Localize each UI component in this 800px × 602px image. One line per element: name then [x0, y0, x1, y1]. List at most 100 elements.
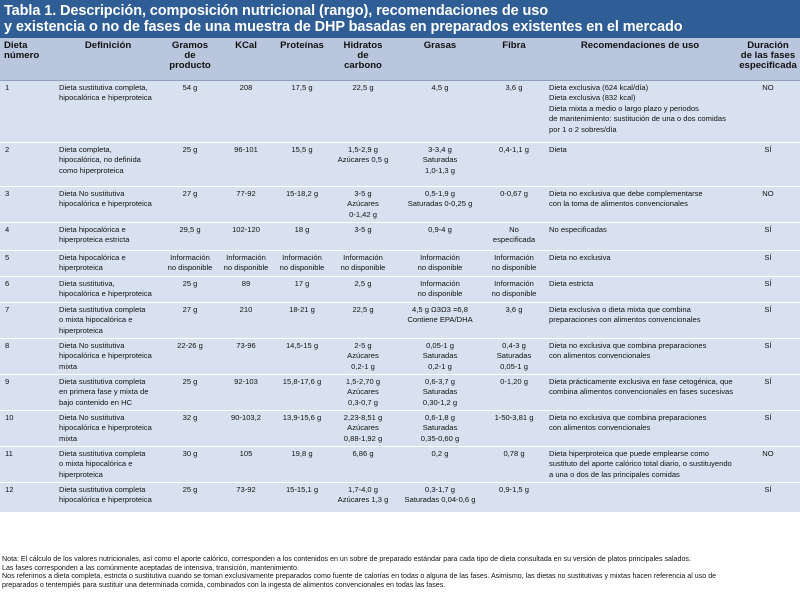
cell-dieta-numero: 8: [0, 337, 54, 374]
cell-hidratos: 22,5 g: [330, 79, 396, 142]
table-row: 8 Dieta No sustitutiva hipocalórica e hip…: [0, 337, 800, 374]
cell-grasas: 0,3-1,7 g Saturadas 0,04-0,6 g: [396, 481, 484, 512]
cell-kcal: 90-103,2: [218, 409, 274, 446]
col-header-fibra: Fibra: [484, 38, 544, 81]
cell-definicion: Dieta sustitutiva completa o mixta hipoc…: [54, 445, 162, 482]
cell-dieta-numero: 12: [0, 481, 54, 512]
cell-recomendaciones: [544, 481, 736, 512]
cell-gramos: 54 g: [162, 79, 218, 142]
cell-fibra: Información no disponible: [484, 275, 544, 302]
cell-dieta-numero: 6: [0, 275, 54, 302]
nutrition-table: Dieta número Definición Gramos de produc…: [0, 38, 800, 512]
cell-recomendaciones: Dieta no exclusiva que combina preparaci…: [544, 409, 736, 446]
cell-kcal: 89: [218, 275, 274, 302]
cell-fibra: 3,6 g: [484, 79, 544, 142]
cell-fibra: 0-1,20 g: [484, 373, 544, 410]
cell-definicion: Dieta completa, hipocalórica, no definid…: [54, 141, 162, 186]
cell-fibra: 0,4-3 g Saturadas 0,05-1 g: [484, 337, 544, 374]
cell-proteinas: 17 g: [274, 275, 330, 302]
cell-duracion: SÍ: [736, 337, 800, 374]
cell-recomendaciones: Dieta no exclusiva que debe complementar…: [544, 185, 736, 222]
cell-grasas: 0,05-1 g Saturadas 0,2-1 g: [396, 337, 484, 374]
cell-dieta-numero: 3: [0, 185, 54, 222]
table-row: 7 Dieta sustitutiva completa o mixta hipo…: [0, 301, 800, 338]
cell-grasas: 0,2 g: [396, 445, 484, 482]
table-row: 12 Dieta sustitutiva completa hipocalóric…: [0, 481, 800, 512]
cell-hidratos: 22,5 g: [330, 301, 396, 338]
cell-fibra: 0-0,67 g: [484, 185, 544, 222]
header-row: Dieta número Definición Gramos de produc…: [0, 38, 800, 81]
cell-gramos: 25 g: [162, 275, 218, 302]
col-header-duracion: Duración de las fases especificada: [736, 38, 800, 81]
cell-recomendaciones: Dieta exclusiva o dieta mixta que combin…: [544, 301, 736, 338]
cell-definicion: Dieta No sustitutiva hipocalórica e hipe…: [54, 337, 162, 374]
cell-recomendaciones: Dieta exclusiva (624 kcal/día) Dieta exc…: [544, 79, 736, 142]
cell-dieta-numero: 5: [0, 249, 54, 276]
cell-duracion: SÍ: [736, 221, 800, 250]
cell-duracion: SÍ: [736, 301, 800, 338]
cell-gramos: 27 g: [162, 185, 218, 222]
cell-fibra: No especificada: [484, 221, 544, 250]
cell-definicion: Dieta hipocalórica e hiperproteica estri…: [54, 221, 162, 250]
table-row: 3 Dieta No sustitutiva hipocalórica e hip…: [0, 185, 800, 222]
col-header-gramos: Gramos de producto: [162, 38, 218, 81]
cell-hidratos: 3-5 g Azúcares 0-1,42 g: [330, 185, 396, 222]
cell-dieta-numero: 4: [0, 221, 54, 250]
cell-gramos: 27 g: [162, 301, 218, 338]
table-row: 6 Dieta sustitutiva, hipocalórica e hiper…: [0, 275, 800, 302]
title-line-1: Tabla 1. Descripción, composición nutric…: [4, 3, 548, 19]
cell-kcal: 73-96: [218, 337, 274, 374]
cell-proteinas: 15,5 g: [274, 141, 330, 186]
cell-duracion: SÍ: [736, 373, 800, 410]
note-line: Nos referimos a dieta completa, estricta…: [2, 572, 717, 581]
cell-dieta-numero: 7: [0, 301, 54, 338]
cell-proteinas: 15,8-17,6 g: [274, 373, 330, 410]
cell-recomendaciones: Dieta: [544, 141, 736, 186]
cell-definicion: Dieta sustitutiva completa en primera fa…: [54, 373, 162, 410]
cell-grasas: Información no disponible: [396, 275, 484, 302]
cell-duracion: NO: [736, 185, 800, 222]
table-row: 11 Dieta sustitutiva completa o mixta hip…: [0, 445, 800, 482]
cell-definicion: Dieta hipocalórica e hiperproteica: [54, 249, 162, 276]
cell-hidratos: 6,86 g: [330, 445, 396, 482]
cell-dieta-numero: 2: [0, 141, 54, 186]
cell-kcal: 96-101: [218, 141, 274, 186]
cell-gramos: 30 g: [162, 445, 218, 482]
cell-gramos: Información no disponible: [162, 249, 218, 276]
cell-proteinas: 17,5 g: [274, 79, 330, 142]
col-header-definicion: Definición: [54, 38, 162, 81]
cell-gramos: 25 g: [162, 481, 218, 512]
cell-hidratos: 1,7-4,0 g Azúcares 1,3 g: [330, 481, 396, 512]
cell-grasas: 0,9-4 g: [396, 221, 484, 250]
cell-hidratos: 3-5 g: [330, 221, 396, 250]
cell-dieta-numero: 11: [0, 445, 54, 482]
cell-proteinas: 18-21 g: [274, 301, 330, 338]
title-line-2: y existencia o no de fases de una muestr…: [4, 19, 683, 35]
col-header-kcal: KCal: [218, 38, 274, 81]
cell-recomendaciones: Dieta no exclusiva: [544, 249, 736, 276]
cell-recomendaciones: Dieta no exclusiva que combina preparaci…: [544, 337, 736, 374]
cell-definicion: Dieta sustitutiva completa, hipocalórica…: [54, 79, 162, 142]
cell-kcal: 73-92: [218, 481, 274, 512]
cell-hidratos: 2,23-8,51 g Azúcares 0,88-1,92 g: [330, 409, 396, 446]
table-row: 4 Dieta hipocalórica e hiperproteica estr…: [0, 221, 800, 250]
cell-gramos: 25 g: [162, 141, 218, 186]
note-line: preparados o tentempiés para sustituir u…: [2, 580, 446, 589]
table-row: 9 Dieta sustitutiva completa en primera f…: [0, 373, 800, 410]
table-title: Tabla 1. Descripción, composición nutric…: [0, 0, 800, 38]
cell-definicion: Dieta No sustitutiva hipocalórica e hipe…: [54, 409, 162, 446]
cell-gramos: 22-26 g: [162, 337, 218, 374]
cell-fibra: 3,6 g: [484, 301, 544, 338]
col-header-proteinas: Proteínas: [274, 38, 330, 81]
cell-fibra: 0,9-1,5 g: [484, 481, 544, 512]
cell-proteinas: 13,9-15,6 g: [274, 409, 330, 446]
table-row: 5 Dieta hipocalórica e hiperproteica Infor…: [0, 249, 800, 276]
cell-grasas: 0,6-1,8 g Saturadas 0,35-0,60 g: [396, 409, 484, 446]
cell-duracion: SÍ: [736, 141, 800, 186]
cell-grasas: Información no disponible: [396, 249, 484, 276]
cell-hidratos: 2,5 g: [330, 275, 396, 302]
cell-kcal: 210: [218, 301, 274, 338]
cell-hidratos: 1,5-2,9 g Azúcares 0,5 g: [330, 141, 396, 186]
cell-duracion: NO: [736, 79, 800, 142]
